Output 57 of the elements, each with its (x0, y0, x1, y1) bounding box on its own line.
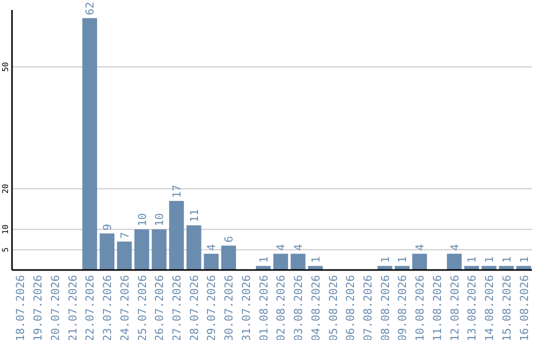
data-label: 1 (466, 256, 479, 263)
x-tick-label: 25.07.2026 (136, 275, 149, 340)
x-tick-label: 20.07.2026 (48, 275, 62, 340)
x-tick-label: 27.07.2026 (170, 275, 184, 340)
data-label: 11 (188, 209, 201, 222)
x-tick-label: 26.07.2026 (153, 275, 166, 340)
bar (186, 225, 202, 270)
bar (412, 254, 427, 270)
x-tick-label: 21.07.2026 (66, 275, 80, 340)
x-tick-label: 10.08.2026 (414, 275, 427, 340)
data-label: 4 (414, 244, 427, 251)
bar (117, 242, 132, 270)
bar (290, 254, 306, 270)
x-tick-label: 13.08.2026 (466, 275, 479, 340)
bar (221, 246, 236, 270)
x-tick-label: 28.07.2026 (188, 275, 201, 340)
x-tick-label: 12.08.2026 (448, 275, 462, 340)
data-label: 4 (448, 244, 462, 251)
x-tick-label: 29.07.2026 (205, 275, 218, 340)
data-label: 1 (257, 256, 270, 263)
data-label: 7 (118, 232, 132, 239)
bar (152, 229, 167, 270)
data-label: 4 (292, 244, 306, 251)
bar (204, 254, 219, 270)
x-tick-label: 22.07.2026 (84, 275, 97, 340)
bar (82, 18, 98, 270)
data-label: 6 (222, 236, 236, 243)
bar (169, 200, 184, 270)
x-tick-label: 16.08.2026 (518, 275, 531, 340)
y-tick-label: 10 (1, 224, 10, 234)
x-tick-label: 19.07.2026 (32, 275, 45, 340)
data-label: 1 (396, 256, 410, 263)
x-tick-label: 14.08.2026 (483, 275, 496, 340)
data-label: 1 (483, 256, 496, 263)
y-tick-label: 50 (1, 62, 10, 72)
data-label: 62 (84, 2, 97, 16)
data-label: 17 (170, 184, 184, 198)
bar (273, 254, 288, 270)
data-label: 4 (205, 244, 218, 251)
data-label: 4 (274, 244, 288, 251)
x-tick-label: 15.08.2026 (500, 275, 514, 340)
data-label: 10 (153, 213, 166, 226)
bar (134, 229, 150, 270)
bar (446, 254, 462, 270)
data-label: 9 (101, 224, 114, 230)
data-label: 10 (136, 213, 149, 226)
y-tick-label: 5 (1, 247, 10, 252)
data-label: 1 (309, 256, 322, 263)
bar (100, 233, 114, 270)
x-tick-label: 24.07.2026 (118, 275, 132, 340)
x-tick-label: 18.07.2026 (14, 275, 28, 340)
y-tick-label: 20 (1, 184, 10, 194)
x-tick-label: 23.07.2026 (101, 275, 114, 340)
data-label: 1 (518, 256, 531, 263)
data-label: 1 (378, 256, 392, 263)
data-label: 1 (500, 256, 514, 263)
x-tick-label: 11.08.2026 (430, 275, 444, 340)
